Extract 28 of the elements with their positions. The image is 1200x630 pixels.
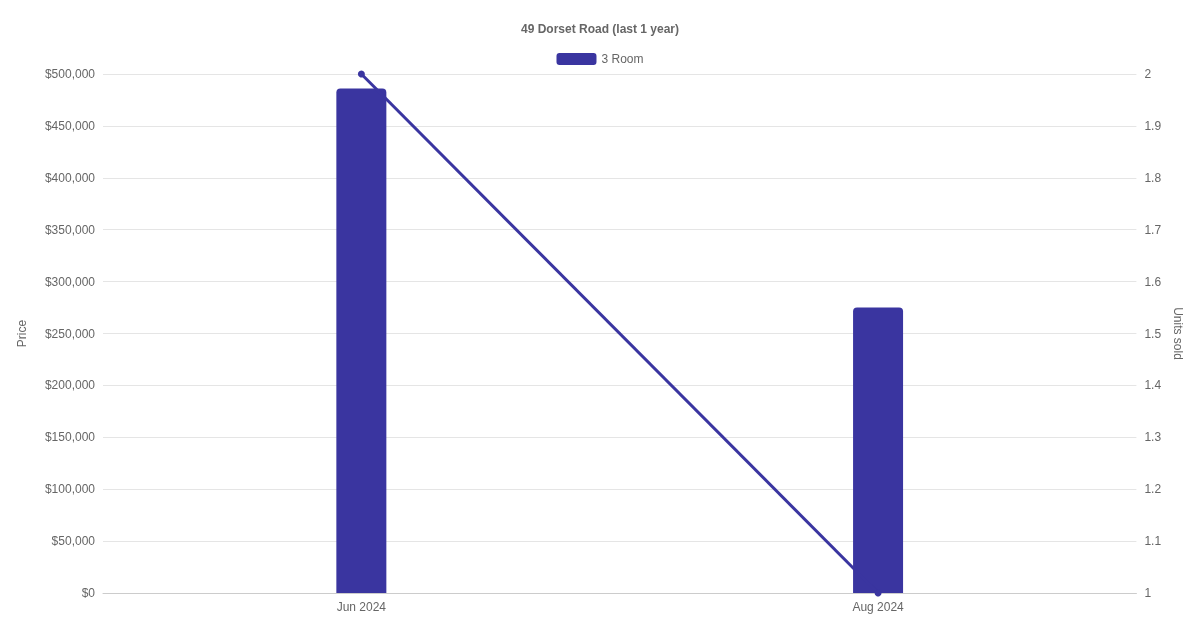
- y2-axis-title: Units sold: [1171, 307, 1185, 360]
- y2-tick-label: 1.8: [1144, 170, 1162, 185]
- y2-tick-label: 1.2: [1144, 482, 1162, 497]
- y2-tick-label: 1.5: [1144, 326, 1162, 341]
- y-tick-label: $400,000: [44, 170, 96, 185]
- y-tick-label: $100,000: [44, 482, 96, 497]
- y-tick-label: $250,000: [44, 326, 96, 341]
- y-tick-label: $450,000: [44, 118, 96, 133]
- y2-tick-label: 1.6: [1144, 274, 1162, 289]
- y2-tick-label: 1.9: [1144, 118, 1162, 133]
- y2-tick-label: 1.3: [1144, 430, 1162, 445]
- y-tick-label: $500,000: [44, 67, 96, 81]
- y2-tick-label: 1: [1144, 586, 1152, 600]
- y-tick-label: $150,000: [44, 430, 96, 445]
- y-tick-label: $350,000: [44, 222, 96, 237]
- y2-tick-label: 1.7: [1144, 222, 1162, 237]
- legend-label: 3 Room: [601, 52, 644, 66]
- y2-tick-label: 1.4: [1144, 378, 1162, 393]
- x-tick-label: Jun 2024: [336, 600, 387, 614]
- y-tick-label: $200,000: [44, 378, 96, 393]
- y-axis-title: Price: [15, 319, 29, 348]
- y-tick-label: $300,000: [44, 274, 96, 289]
- y2-tick-label: 1.1: [1144, 534, 1162, 549]
- y-tick-label: $50,000: [51, 534, 96, 549]
- chart-title: 49 Dorset Road (last 1 year): [520, 22, 680, 36]
- x-tick-label: Aug 2024: [852, 600, 905, 614]
- y-tick-label: $0: [81, 586, 96, 600]
- y2-tick-label: 2: [1144, 67, 1152, 81]
